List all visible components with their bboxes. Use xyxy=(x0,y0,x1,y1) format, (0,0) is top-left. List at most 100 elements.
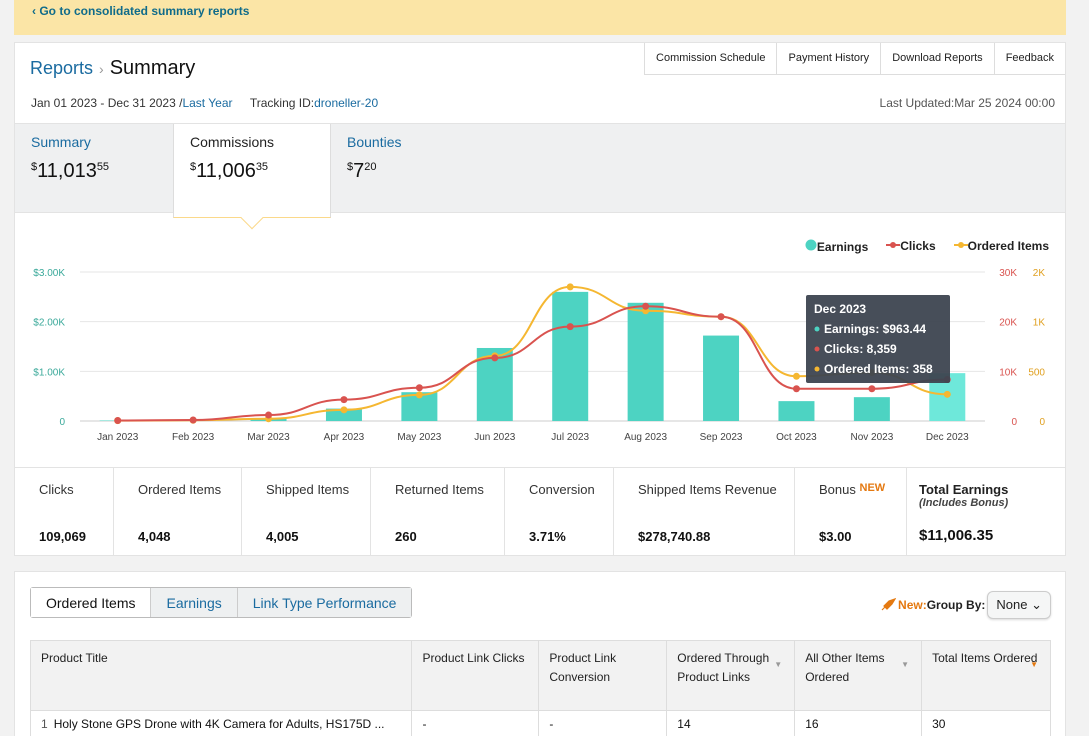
tab-bounties[interactable]: Bounties $720 xyxy=(331,124,489,214)
tab-link-type-performance[interactable]: Link Type Performance xyxy=(236,588,412,617)
legend-clicks[interactable]: Clicks xyxy=(886,239,936,254)
ordered-items-point xyxy=(415,391,423,399)
chevron-down-icon: ⌄ xyxy=(1031,597,1042,612)
stat-shipped-revenue: Shipped Items Revenue $278,740.88 xyxy=(614,468,795,556)
cell-other: 16 xyxy=(794,710,923,736)
tab-summary-value: $11,01355 xyxy=(31,160,110,182)
cell-clicks: - xyxy=(411,710,540,736)
legend-ordered-items[interactable]: Ordered Items xyxy=(953,239,1049,254)
earnings-bar xyxy=(627,302,664,421)
x-tick-label: Feb 2023 xyxy=(172,432,215,443)
y-left-tick-label: $3.00K xyxy=(33,268,65,279)
col-product-link-conversion[interactable]: Product Link Conversion xyxy=(538,640,668,711)
tooltip-dot-icon xyxy=(814,346,820,352)
col-product-title[interactable]: Product Title xyxy=(29,640,413,711)
cell-title[interactable]: 1 Holy Stone GPS Drone with 4K Camera for… xyxy=(29,710,413,736)
date-preset-link[interactable]: Last Year xyxy=(182,96,233,110)
y-left-tick-label: $1.00K xyxy=(33,367,65,378)
col-total-items-ordered[interactable]: Total Items Ordered ▼ xyxy=(921,640,1051,711)
cell-through: 14 xyxy=(666,710,796,736)
feedback-button[interactable]: Feedback xyxy=(993,43,1065,75)
tab-commissions-label: Commissions xyxy=(190,134,275,150)
stat-returned-items: Returned Items 260 xyxy=(371,468,505,556)
report-tabs: Ordered Items Earnings Link Type Perform… xyxy=(30,587,413,618)
x-tick-label: Oct 2023 xyxy=(776,432,817,443)
earnings-bar xyxy=(552,291,589,421)
summary-card: Reports › Summary Commission Schedule Paym… xyxy=(14,42,1066,556)
col-all-other-items[interactable]: All Other Items Ordered ▼ xyxy=(794,640,923,711)
earnings-bar xyxy=(778,401,815,421)
clicks-point xyxy=(792,385,800,393)
report-card: Ordered Items Earnings Link Type Perform… xyxy=(14,571,1066,736)
stat-bonus: Bonus NEW $3.00 xyxy=(795,468,907,556)
y-left-tick-label: 0 xyxy=(59,417,65,428)
tooltip-line: Ordered Items: 358 xyxy=(824,362,933,376)
breadcrumb-reports[interactable]: Reports xyxy=(30,58,94,78)
consolidated-reports-link[interactable]: ‹ Go to consolidated summary reports xyxy=(32,4,250,18)
page-title: Summary xyxy=(109,57,196,79)
chart-legend: Earnings Clicks Ordered Items xyxy=(805,239,1049,254)
group-by-control: New: Group By: None ⌄ xyxy=(880,591,1051,619)
x-tick-label: Aug 2023 xyxy=(624,432,667,443)
stat-shipped-items: Shipped Items 4,005 xyxy=(242,468,371,556)
y-right-ordered-tick-label: 2K xyxy=(1033,268,1046,279)
group-by-select[interactable]: None ⌄ xyxy=(987,591,1051,619)
stat-conversion: Conversion 3.71% xyxy=(505,468,614,556)
stat-total-earnings: Total Earnings (Includes Bonus) $11,006.35 xyxy=(919,482,1009,544)
clicks-point xyxy=(340,396,348,404)
cell-total: 30 xyxy=(921,710,1051,736)
clicks-point xyxy=(114,417,122,425)
sort-caret-icon: ▼ xyxy=(901,660,910,669)
rocket-icon xyxy=(881,598,897,611)
x-tick-label: Apr 2023 xyxy=(324,432,365,443)
clicks-point xyxy=(566,323,574,331)
tooltip-dot-icon xyxy=(814,366,820,372)
legend-earnings[interactable]: Earnings xyxy=(805,239,868,254)
active-tab-pointer xyxy=(240,206,264,230)
clicks-point xyxy=(415,384,423,392)
ordered-line-icon xyxy=(953,242,968,248)
tab-summary[interactable]: Summary $11,01355 xyxy=(15,124,173,214)
y-right-clicks-tick-label: 30K xyxy=(999,268,1017,279)
y-right-clicks-tick-label: 0 xyxy=(1011,417,1017,428)
tab-bounties-label: Bounties xyxy=(347,134,402,150)
col-ordered-through-links[interactable]: Ordered Through Product Links ▼ xyxy=(666,640,796,711)
download-reports-button[interactable]: Download Reports xyxy=(880,43,994,75)
tracking-id-link[interactable]: droneller-20 xyxy=(314,96,379,110)
y-right-ordered-tick-label: 500 xyxy=(1028,367,1045,378)
earnings-bar xyxy=(853,397,890,421)
col-product-link-clicks[interactable]: Product Link Clicks xyxy=(411,640,540,711)
date-range-row: Jan 01 2023 - Dec 31 2023 /Last Year Tra… xyxy=(31,96,378,110)
ordered-items-point xyxy=(943,390,951,398)
clicks-line-icon xyxy=(886,242,901,248)
last-updated: Last Updated:Mar 25 2024 00:00 xyxy=(879,96,1055,110)
x-tick-label: Sep 2023 xyxy=(700,432,743,443)
tab-earnings[interactable]: Earnings xyxy=(150,588,237,617)
tab-bounties-value: $720 xyxy=(347,160,377,182)
summary-banner: ‹ Go to consolidated summary reports xyxy=(14,0,1066,35)
table-row[interactable]: 1 Holy Stone GPS Drone with 4K Camera for… xyxy=(29,710,1051,736)
new-badge: NEW xyxy=(859,482,886,494)
tracking-label: Tracking ID: xyxy=(249,96,315,110)
tab-ordered-items[interactable]: Ordered Items xyxy=(31,588,151,617)
earnings-bar xyxy=(703,335,740,421)
x-tick-label: Jun 2023 xyxy=(474,432,516,443)
stat-clicks: Clicks 109,069 xyxy=(15,468,114,556)
cell-conversion: - xyxy=(538,710,668,736)
commission-schedule-button[interactable]: Commission Schedule xyxy=(644,43,777,75)
group-by-new: New: xyxy=(898,598,927,612)
payment-history-button[interactable]: Payment History xyxy=(776,43,881,75)
sort-caret-active-icon: ▼ xyxy=(1030,660,1038,669)
tab-commissions[interactable]: Commissions $11,00635 xyxy=(173,124,331,230)
date-range: Jan 01 2023 - Dec 31 2023 / xyxy=(31,96,183,110)
y-right-clicks-tick-label: 20K xyxy=(999,318,1017,329)
earnings-chart[interactable]: 0 0 0 $1.00K 10K 500 $2.00K 20K 1K $3.00K 30K 2K Jan… xyxy=(15,261,1065,471)
ordered-items-table: Product Title Product Link Clicks Produc… xyxy=(29,640,1051,736)
clicks-point xyxy=(491,354,499,362)
tooltip-line: Earnings: $963.44 xyxy=(824,322,926,336)
x-tick-label: Nov 2023 xyxy=(850,432,893,443)
stats-row: Clicks 109,069 Ordered Items 4,048 Shipped… xyxy=(15,467,1065,556)
tooltip-line: Clicks: 8,359 xyxy=(824,342,897,356)
y-right-ordered-tick-label: 0 xyxy=(1039,417,1045,428)
stat-ordered-items: Ordered Items 4,048 xyxy=(114,468,242,556)
